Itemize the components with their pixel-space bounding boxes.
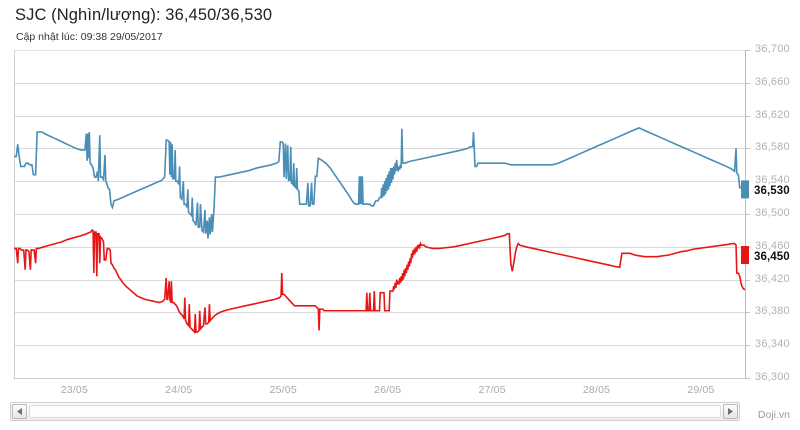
y-axis-label: 36,500 <box>755 207 790 219</box>
last-updated-text: Cập nhật lúc: 09:38 29/05/2017 <box>16 31 163 43</box>
y-axis-label: 36,300 <box>755 371 790 383</box>
scroll-right-button[interactable] <box>723 404 738 419</box>
scrollbar-track[interactable] <box>29 405 721 418</box>
y-axis-label: 36,620 <box>755 108 790 121</box>
y-axis-label: 36,700 <box>755 43 790 55</box>
y-axis-label: 36,380 <box>755 305 790 318</box>
x-axis-label: 25/05 <box>269 384 297 396</box>
page-title: SJC (Nghìn/lượng): 36,450/36,530 <box>15 6 273 24</box>
series-line <box>14 127 745 239</box>
current-value-marker <box>741 180 749 199</box>
price-line-chart <box>14 50 750 379</box>
y-axis-label: 36,460 <box>755 239 790 252</box>
x-axis-label: 24/05 <box>165 384 193 396</box>
chevron-right-icon <box>727 408 733 415</box>
current-value-label: 36,530 <box>754 185 790 198</box>
timeline-scrollbar[interactable] <box>10 402 740 421</box>
current-value-marker <box>741 246 749 264</box>
y-axis-label: 36,580 <box>755 141 790 154</box>
x-axis-label: 28/05 <box>582 384 611 396</box>
y-axis-label: 36,420 <box>755 272 790 285</box>
chevron-left-icon <box>16 408 22 415</box>
x-axis-label: 27/05 <box>478 384 506 396</box>
scroll-left-button[interactable] <box>12 404 27 419</box>
x-axis-label: 29/05 <box>687 384 715 396</box>
y-axis-label: 36,660 <box>755 75 790 88</box>
series-line <box>14 229 745 335</box>
current-value-label: 36,450 <box>754 251 790 263</box>
plot-area: 36,700 36,660 36,620 36,580 36,540 36,500 36,4… <box>0 43 800 396</box>
x-axis-label: 26/05 <box>374 384 402 396</box>
y-axis-label: 36,540 <box>755 174 790 187</box>
y-axis-label: 36,340 <box>755 338 790 351</box>
watermark: Doji.vn <box>757 409 790 421</box>
x-axis-label: 23/05 <box>60 384 89 396</box>
